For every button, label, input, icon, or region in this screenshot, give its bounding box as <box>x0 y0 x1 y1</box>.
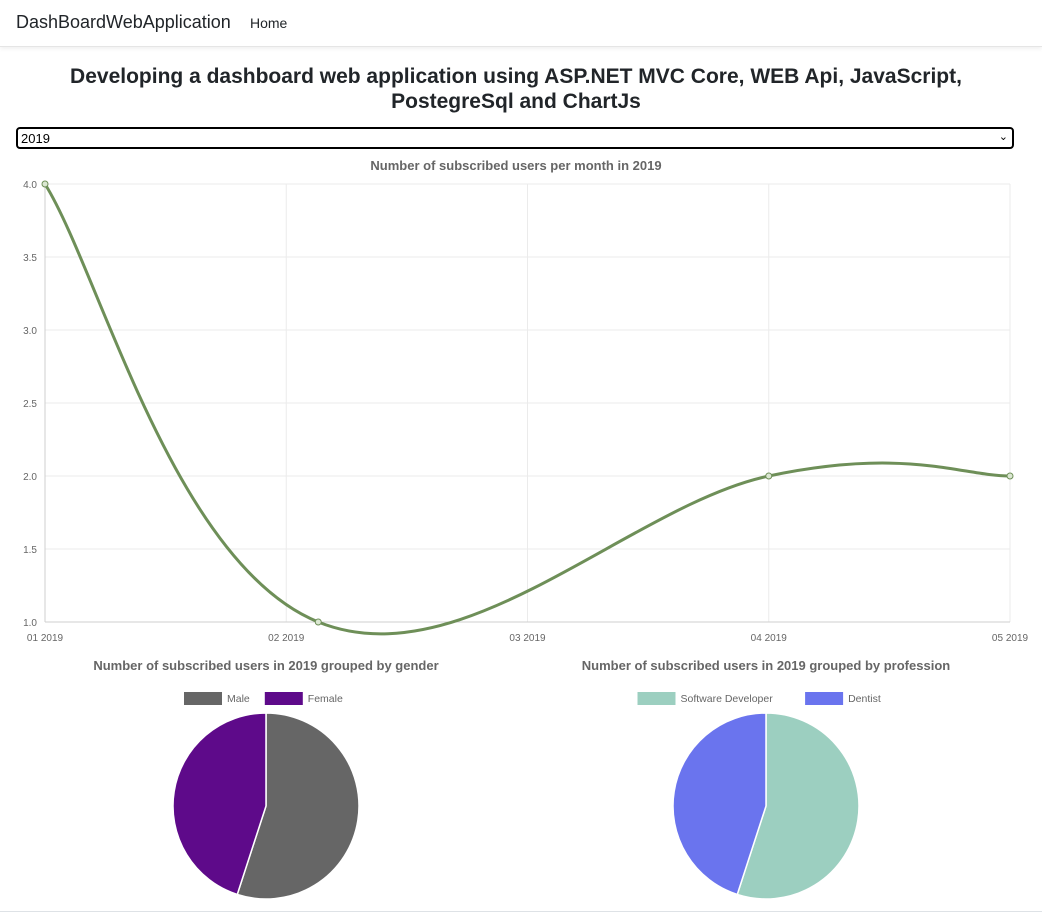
year-select-value: 2019 <box>21 131 50 146</box>
series-line <box>43 183 1011 636</box>
data-point <box>314 618 322 626</box>
x-tick-label: 04 2019 <box>751 633 788 644</box>
legend-label: Male <box>227 693 250 705</box>
navbar: DashBoardWebApplication Home <box>0 0 1042 47</box>
pie-slice-software-developer <box>736 712 860 900</box>
pie-slice-dentist <box>672 712 767 896</box>
legend-swatch <box>805 692 844 705</box>
page-title: Developing a dashboard web application u… <box>70 65 962 113</box>
y-tick-label: 1.0 <box>23 618 37 629</box>
y-tick-label: 3.5 <box>23 253 37 264</box>
brand-link[interactable]: DashBoardWebApplication <box>16 12 231 32</box>
pie-slice-female <box>172 712 267 896</box>
footer-divider <box>0 911 1042 912</box>
nav-home-link[interactable]: Home <box>250 15 288 31</box>
y-tick-label: 3.0 <box>23 326 37 337</box>
y-tick-label: 2.5 <box>23 399 37 410</box>
gender-pie-chart: Number of subscribed users in 2019 group… <box>93 658 439 900</box>
data-point <box>1006 472 1014 480</box>
chevron-down-icon: ⌄ <box>998 131 1008 143</box>
year-select[interactable]: 2019 ⌄ <box>16 127 1014 149</box>
legend-swatch <box>184 692 222 705</box>
y-tick-label: 2.0 <box>23 472 37 483</box>
legend-label: Dentist <box>848 693 881 705</box>
legend-swatch <box>264 692 303 705</box>
data-point <box>765 472 773 480</box>
y-tick-label: 1.5 <box>23 545 37 556</box>
legend-swatch <box>637 692 676 705</box>
line-chart: Number of subscribed users per month in … <box>23 158 1029 644</box>
pie-slice-male <box>236 712 360 900</box>
x-tick-label: 01 2019 <box>27 633 64 644</box>
data-point <box>41 180 49 188</box>
x-tick-label: 05 2019 <box>992 633 1029 644</box>
x-tick-label: 02 2019 <box>268 633 305 644</box>
profession-pie-chart: Number of subscribed users in 2019 group… <box>582 658 950 900</box>
y-tick-label: 4.0 <box>23 180 37 191</box>
pie-chart-title: Number of subscribed users in 2019 group… <box>93 658 438 673</box>
x-tick-label: 03 2019 <box>509 633 546 644</box>
line-chart-title: Number of subscribed users per month in … <box>370 158 661 173</box>
pie-chart-title: Number of subscribed users in 2019 group… <box>582 658 950 673</box>
legend-label: Software Developer <box>681 693 774 705</box>
legend-label: Female <box>308 693 343 705</box>
